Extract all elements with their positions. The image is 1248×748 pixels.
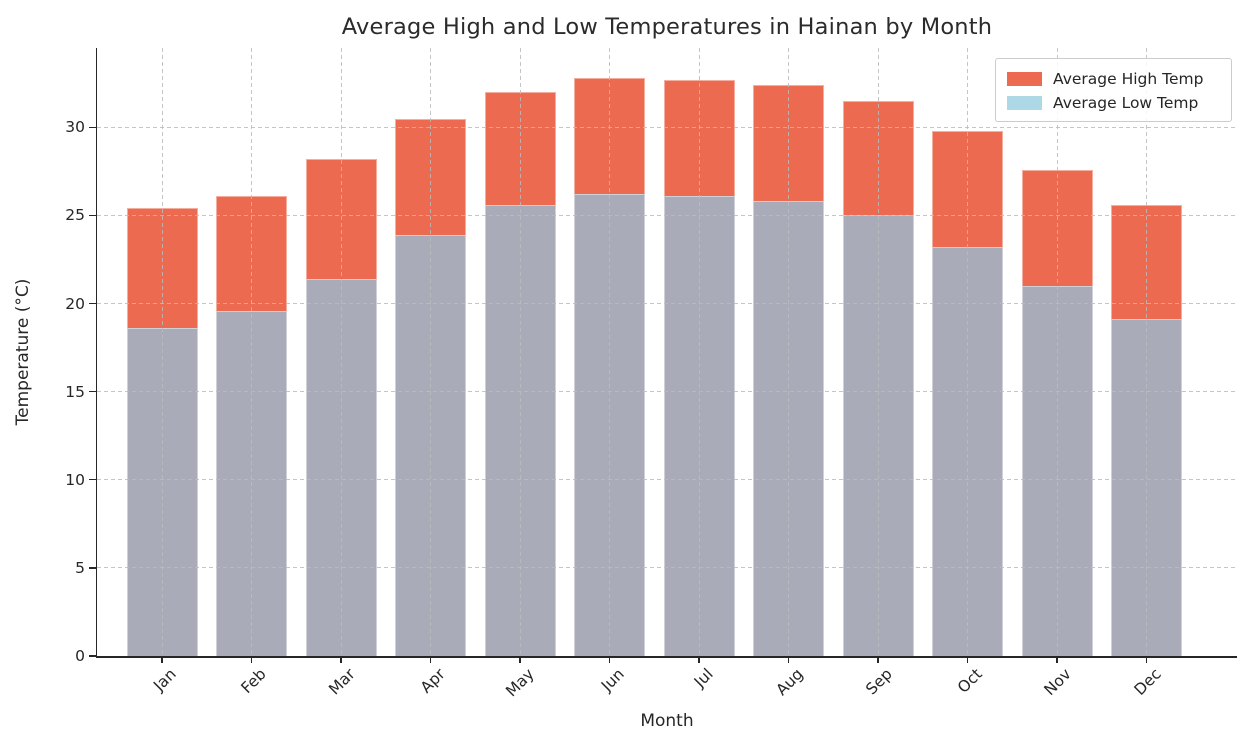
x-tick-sep [877, 656, 879, 663]
x-axis-label: Month [640, 711, 694, 731]
y-tick-label-0: 0 [75, 647, 85, 665]
x-tick-jun [608, 656, 611, 663]
x-tick-jan [161, 656, 163, 663]
y-axis-spine [95, 48, 97, 658]
gridline-x-mar [340, 48, 342, 656]
x-tick-nov [1056, 656, 1058, 663]
gridline-x-dec [1146, 48, 1147, 656]
y-tick-5 [89, 567, 97, 569]
legend-item-high: Average High Temp [1007, 67, 1220, 90]
y-tick-20 [89, 302, 97, 305]
x-tick-may [519, 656, 521, 663]
y-axis-label: Temperature (°C) [13, 278, 33, 426]
chart-title: Average High and Low Temperatures in Hai… [341, 14, 993, 40]
gridline-x-sep [877, 48, 879, 656]
x-tick-dec [1145, 656, 1148, 663]
y-tick-label-15: 15 [65, 382, 85, 401]
y-tick-0 [89, 655, 97, 657]
x-axis-spine [95, 656, 1237, 658]
gridline-y-30 [97, 126, 1237, 128]
gridline-y-5 [97, 567, 1237, 569]
gridline-x-jun [609, 48, 610, 656]
gridline-x-may [519, 48, 521, 656]
gridline-y-10 [97, 479, 1237, 481]
y-tick-30 [89, 126, 97, 128]
gridline-x-oct [967, 48, 968, 656]
legend: Average High Temp Average Low Temp [995, 58, 1232, 122]
y-tick-25 [89, 214, 97, 217]
gridline-y-20 [97, 303, 1237, 305]
gridline-y-15 [97, 391, 1237, 393]
legend-label-low: Average Low Temp [1053, 93, 1199, 112]
x-tick-oct [966, 656, 969, 663]
y-tick-label-5: 5 [75, 558, 85, 577]
legend-item-low: Average Low Temp [1007, 91, 1220, 114]
x-tick-mar [340, 656, 342, 663]
gridline-x-jul [698, 48, 700, 656]
y-tick-label-30: 30 [65, 118, 85, 137]
x-tick-jul [698, 656, 700, 663]
legend-swatch-high [1007, 71, 1042, 86]
x-tick-aug [787, 656, 790, 663]
y-tick-label-20: 20 [65, 294, 85, 313]
gridline-y-25 [97, 214, 1237, 216]
gridline-x-feb [251, 48, 252, 656]
legend-label-high: Average High Temp [1053, 69, 1204, 88]
gridline-x-aug [788, 48, 789, 656]
gridline-x-jan [161, 48, 163, 656]
y-tick-label-25: 25 [65, 206, 85, 225]
x-tick-feb [250, 656, 253, 663]
legend-swatch-low [1007, 95, 1042, 110]
y-tick-10 [89, 479, 97, 481]
y-tick-15 [89, 390, 97, 393]
plot-area: Average High Temp Average Low Temp 0 5 10 15… [65, 48, 1237, 700]
gridline-x-apr [430, 48, 431, 656]
y-tick-label-10: 10 [65, 470, 85, 489]
x-tick-apr [429, 656, 432, 663]
gridline-x-nov [1056, 48, 1058, 656]
